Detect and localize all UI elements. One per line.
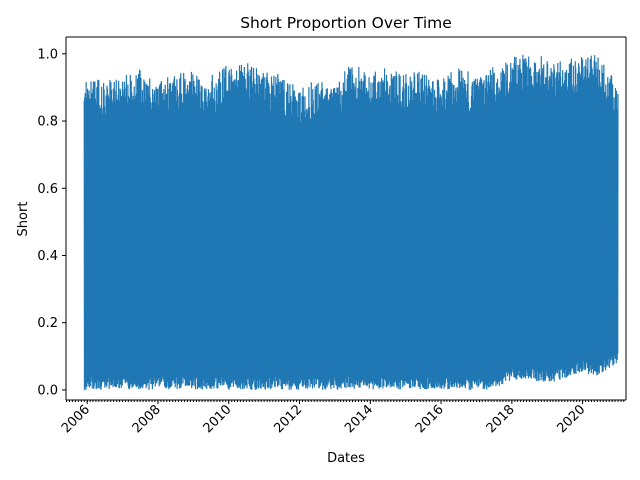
y-tick-label: 0.4 (37, 249, 58, 264)
series-line (83, 54, 619, 390)
y-tick-label: 0.2 (37, 316, 58, 331)
y-tick-label: 0.6 (37, 182, 58, 197)
y-tick-label: 0.0 (37, 383, 58, 398)
chart-title: Short Proportion Over Time (240, 14, 452, 32)
y-axis-title: Short (16, 202, 31, 237)
y-tick-label: 0.8 (37, 115, 58, 130)
series-layer (83, 54, 619, 390)
y-tick-label: 1.0 (37, 47, 58, 62)
x-axis-title: Dates (327, 451, 365, 466)
